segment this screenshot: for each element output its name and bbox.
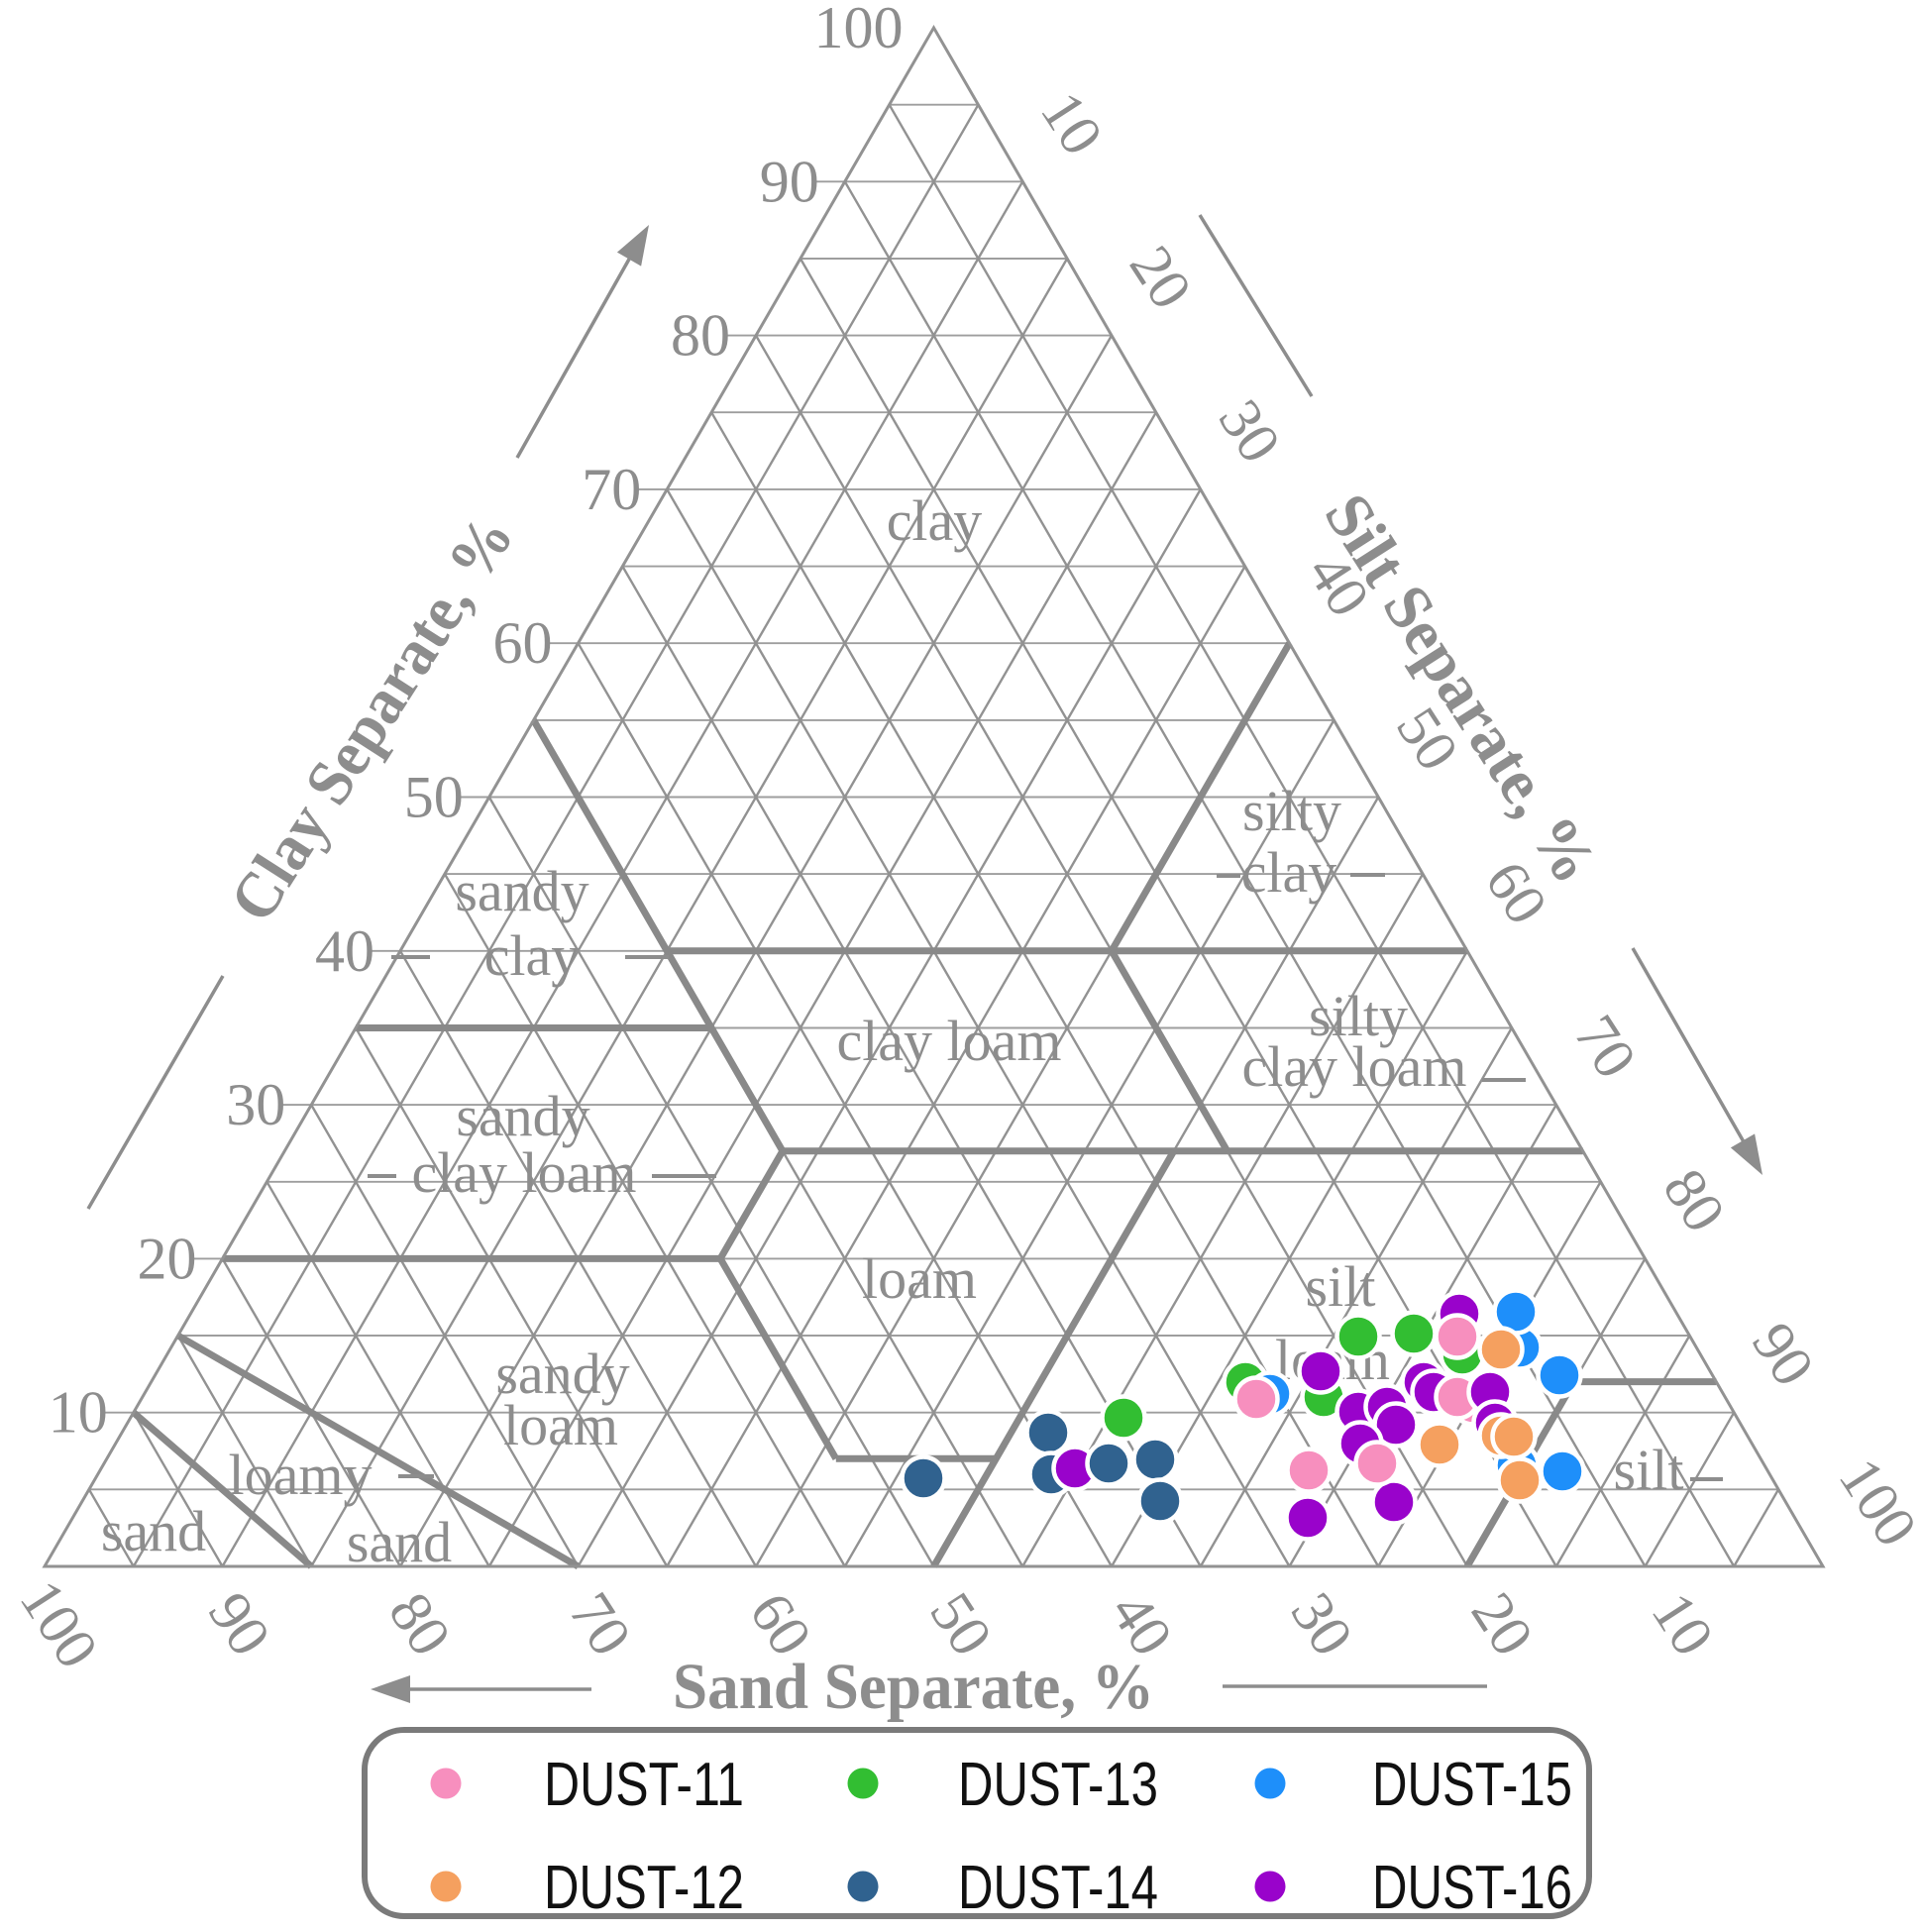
svg-text:silt: silt (1306, 1254, 1376, 1319)
svg-text:DUST-12: DUST-12 (544, 1854, 744, 1922)
svg-text:DUST-11: DUST-11 (544, 1751, 744, 1819)
svg-text:sandy: sandy (456, 1084, 589, 1148)
svg-text:sandy: sandy (495, 1342, 629, 1406)
svg-text:loamy: loamy (229, 1443, 373, 1507)
svg-text:clay: clay (1241, 840, 1337, 905)
svg-text:20: 20 (138, 1226, 197, 1291)
svg-text:40: 40 (315, 918, 374, 984)
svg-text:90: 90 (760, 149, 819, 214)
svg-text:DUST-16: DUST-16 (1372, 1854, 1572, 1922)
svg-text:60: 60 (493, 610, 553, 676)
svg-text:sandy: sandy (455, 859, 588, 923)
svg-text:DUST-15: DUST-15 (1372, 1751, 1572, 1819)
svg-text:70: 70 (582, 457, 641, 522)
svg-text:sand: sand (101, 1499, 206, 1563)
svg-text:clay loam: clay loam (1241, 1034, 1466, 1099)
svg-text:DUST-14: DUST-14 (958, 1854, 1158, 1922)
svg-text:clay: clay (887, 488, 983, 553)
svg-text:silty: silty (1309, 984, 1408, 1048)
svg-text:clay loam: clay loam (411, 1140, 636, 1205)
svg-text:100: 100 (814, 0, 904, 60)
svg-text:loam: loam (503, 1393, 618, 1457)
svg-text:10: 10 (49, 1380, 108, 1446)
svg-text:clay: clay (484, 923, 581, 988)
svg-text:sand: sand (347, 1510, 452, 1574)
svg-text:silt: silt (1614, 1438, 1684, 1502)
svg-text:loam: loam (862, 1246, 977, 1311)
svg-text:silty: silty (1242, 779, 1341, 843)
svg-text:DUST-13: DUST-13 (958, 1751, 1158, 1819)
svg-text:80: 80 (671, 303, 730, 369)
svg-text:50: 50 (404, 765, 464, 830)
svg-text:clay loam: clay loam (836, 1009, 1061, 1073)
svg-text:Sand Separate, %: Sand Separate, % (673, 1651, 1154, 1723)
svg-text:30: 30 (226, 1072, 285, 1137)
